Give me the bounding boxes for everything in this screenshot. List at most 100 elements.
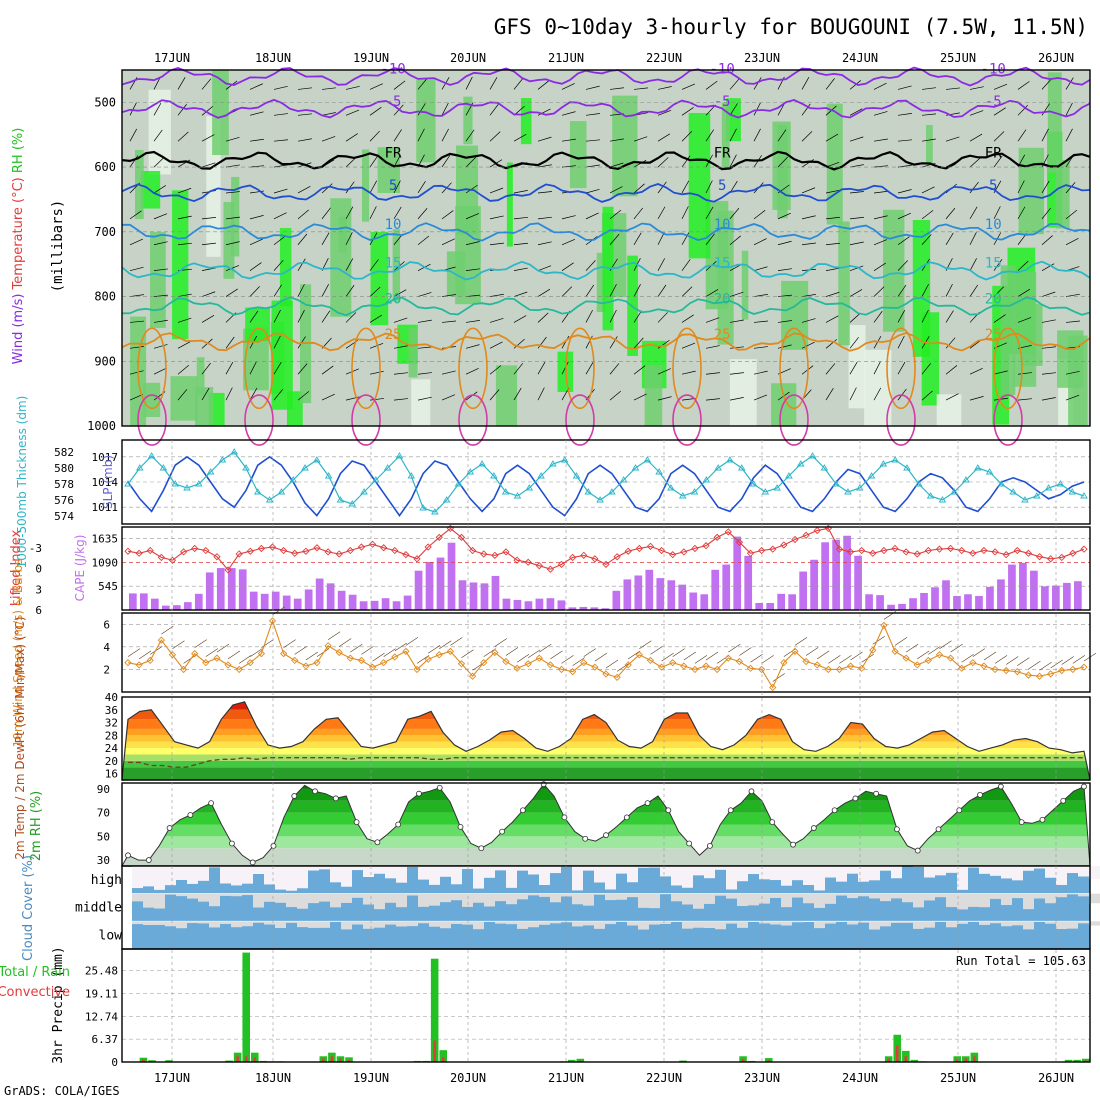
- wind-barb: [729, 291, 744, 297]
- wind-barb: [345, 206, 354, 220]
- lifted-index-point: [735, 538, 744, 546]
- cloud-cell: [550, 921, 561, 924]
- wind-barb: [993, 314, 1006, 323]
- temperature-band: [122, 741, 1090, 749]
- panel-frame: [121, 439, 1091, 525]
- wind-barb: [273, 362, 282, 375]
- wind-barb: [153, 76, 161, 90]
- rh-patch: [361, 149, 370, 222]
- wind-barb: [129, 266, 144, 271]
- wind-barb: [297, 391, 310, 401]
- wind-barb: [561, 138, 576, 142]
- wind-barb: [1017, 398, 1032, 401]
- rh-point: [187, 812, 194, 818]
- cloud-cell: [396, 893, 407, 908]
- temperature-band: [122, 748, 1090, 755]
- wind-barb: [1065, 320, 1080, 323]
- wind-barb: [609, 363, 620, 375]
- cloud-cell: [935, 893, 946, 898]
- wind-barb: [873, 286, 885, 297]
- wind-barb: [681, 83, 696, 90]
- cloud-cell: [825, 921, 836, 924]
- hot-isotherm: [137, 394, 167, 446]
- thickness-point: [419, 504, 427, 511]
- hot-isotherm: [993, 394, 1023, 446]
- thickness-line: [127, 451, 1085, 513]
- isotherm-line: [121, 98, 1091, 119]
- isotherm-label: 5: [718, 178, 726, 194]
- wind-barb: [1041, 128, 1049, 142]
- cloud-cell: [220, 921, 231, 924]
- thickness-panel: 574 576 578 580 582 1011 1014 1017 1000-500mb Th…: [15, 396, 1091, 568]
- wind-barb: [201, 387, 210, 401]
- wind-barb: [705, 317, 720, 323]
- precip-legend-total: Total / Rain: [0, 965, 70, 980]
- wind-barb: [1041, 103, 1050, 116]
- wind-barb: [657, 206, 666, 220]
- wind-barb: [897, 139, 912, 142]
- surface-wind-barb: [661, 652, 674, 662]
- wind-barb: [753, 77, 762, 90]
- cloud-cell: [473, 893, 484, 903]
- cape-bar: [546, 598, 555, 610]
- cloud-cell: [198, 866, 209, 881]
- cloud-cell: [440, 893, 451, 903]
- wind-barb: [321, 310, 331, 323]
- wind-barb: [537, 288, 551, 297]
- precip-total-bar: [679, 1060, 687, 1062]
- precip-total-bar: [242, 952, 250, 1062]
- cape-bar: [865, 594, 873, 610]
- panel-frame: [121, 696, 1091, 781]
- wind-barb: [225, 136, 240, 142]
- wind-barb: [153, 129, 163, 142]
- wind-barb: [465, 76, 473, 90]
- wind-barb: [537, 108, 551, 116]
- cape-bar: [425, 561, 434, 610]
- lifted-index-point: [124, 547, 132, 555]
- lifted-index-point: [1047, 555, 1055, 563]
- wind-barb: [153, 185, 166, 194]
- cloud-cell: [715, 921, 726, 930]
- wind-barb: [441, 102, 449, 116]
- temperature-tick: 24: [105, 742, 119, 755]
- wind-speed-point: [702, 662, 710, 670]
- wind-barb: [465, 213, 480, 220]
- cloud-cell: [572, 893, 583, 905]
- thickness-point: [950, 488, 958, 495]
- wind-barb: [729, 319, 744, 323]
- wind-barb: [657, 312, 668, 323]
- wind-barb: [465, 320, 480, 323]
- wind-speed-point: [157, 636, 165, 644]
- wind-barb: [489, 131, 501, 142]
- cape-tick: 1090: [92, 556, 119, 569]
- cloud-cell: [264, 893, 275, 902]
- wind-speed-point: [480, 659, 488, 667]
- cloud-cell: [825, 893, 836, 904]
- wind-barb: [465, 268, 480, 272]
- wind-barb: [201, 106, 214, 116]
- wind-barb: [921, 186, 935, 194]
- hot-isotherm: [565, 394, 595, 446]
- thickness-point: [914, 480, 923, 487]
- cloud-cell: [781, 893, 792, 908]
- cloud-cell: [605, 893, 616, 901]
- cloud-cell: [902, 893, 913, 903]
- wind-barb: [465, 129, 475, 142]
- precip-convective-bar: [973, 1056, 976, 1062]
- cloud-cell: [759, 893, 770, 904]
- wind-barb: [393, 372, 408, 375]
- wind-barb: [273, 284, 282, 297]
- surface-wind-barb: [805, 647, 819, 656]
- wind-barb: [177, 364, 189, 375]
- wind-barb: [369, 106, 382, 116]
- thickness-point: [962, 476, 970, 483]
- pressure-tick: 500: [94, 95, 116, 109]
- wind-speed-point: [535, 654, 543, 662]
- cape-bar: [359, 601, 368, 610]
- wind-barb: [729, 78, 740, 90]
- wind-barb: [897, 361, 906, 375]
- cloud-cell: [1067, 893, 1078, 895]
- slp-line: [127, 455, 1085, 517]
- temperature-tick: 16: [105, 768, 118, 781]
